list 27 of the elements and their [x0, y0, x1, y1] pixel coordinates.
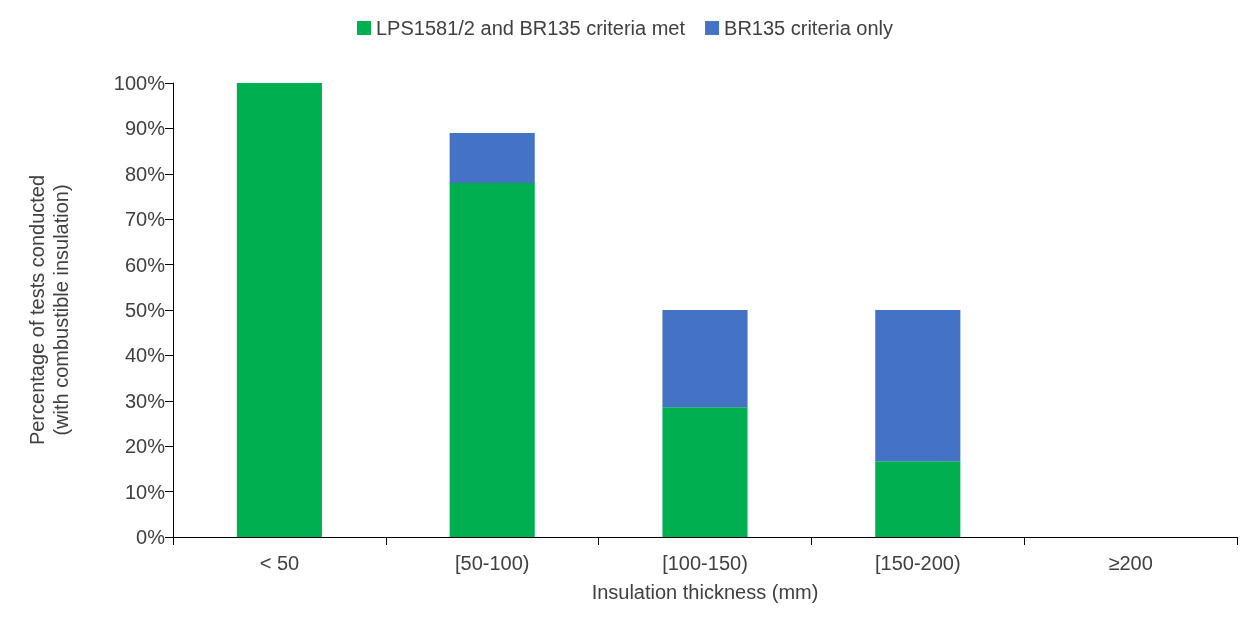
y-tick-label: 70%: [124, 208, 166, 231]
y-tick-label: 80%: [124, 162, 166, 185]
bar: [662, 310, 748, 408]
bar: [662, 407, 748, 537]
bar: [449, 182, 535, 537]
x-tick-label: ≥200: [1108, 552, 1153, 574]
y-tick-label: 20%: [124, 435, 166, 458]
x-tick-label: [150-200): [874, 552, 961, 574]
legend-label: LPS1581/2 and BR135 criteria met: [375, 17, 686, 39]
bar: [236, 83, 322, 537]
y-tick-label: 30%: [124, 389, 166, 412]
x-tick-label: [100-150): [662, 552, 748, 574]
x-tick-label: [50-100): [454, 552, 530, 574]
y-tick-label: 40%: [124, 344, 166, 367]
x-tick-label: < 50: [259, 552, 300, 574]
bar: [449, 132, 535, 183]
y-tick-label: 60%: [124, 253, 166, 276]
bar: [875, 310, 961, 462]
bar: [875, 461, 961, 537]
y-tick-label: 10%: [124, 480, 166, 503]
y-tick-label: 0%: [136, 526, 166, 548]
y-axis-title: Percentage of tests conducted (with combustible insulation): [26, 174, 72, 446]
y-tick-label: 50%: [124, 299, 166, 321]
legend-label: BR135 criteria only: [724, 17, 894, 39]
y-tick-label: 90%: [124, 117, 166, 140]
x-axis-title: Insulation thickness (mm): [591, 581, 819, 603]
y-tick-label: 100%: [113, 72, 166, 94]
